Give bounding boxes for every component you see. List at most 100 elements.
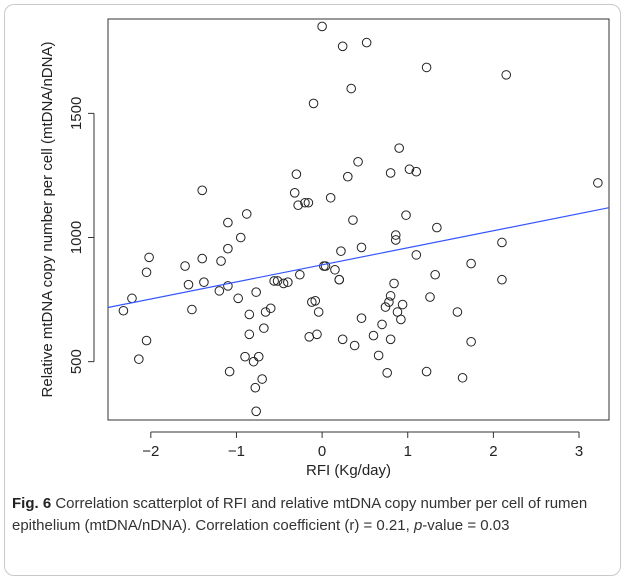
- data-point-14: [216, 256, 226, 266]
- data-point-10: [197, 185, 208, 196]
- data-point-91: [430, 269, 440, 280]
- data-point-15: [223, 217, 233, 228]
- data-point-42: [300, 197, 310, 208]
- data-point-83: [397, 299, 408, 310]
- data-point-12: [199, 277, 209, 287]
- data-point-60: [342, 171, 353, 182]
- data-point-34: [269, 276, 279, 286]
- data-point-24: [244, 309, 255, 320]
- data-point-7: [180, 261, 190, 271]
- data-point-63: [349, 340, 360, 351]
- data-point-69: [373, 350, 384, 361]
- x-tick-label: 3: [575, 443, 583, 460]
- data-point-94: [457, 372, 468, 383]
- data-point-37: [283, 277, 293, 287]
- x-tick-label: 2: [489, 443, 497, 460]
- data-point-65: [356, 242, 367, 253]
- data-point-41: [295, 269, 305, 280]
- data-point-33: [265, 303, 276, 314]
- data-point-54: [330, 264, 340, 275]
- figure-frame: −2 −1 0 1 2 3 500 1000 1500 RFI (Kg/day) Relati…: [4, 4, 621, 576]
- data-point-58: [337, 41, 348, 52]
- data-point-32: [260, 307, 271, 317]
- y-axis-label: Relative mtDNA copy number per cell (mtD…: [39, 42, 56, 398]
- data-point-47: [310, 296, 321, 306]
- data-point-4: [141, 335, 152, 346]
- x-tick-label: 1: [404, 443, 412, 460]
- data-point-75: [385, 334, 396, 345]
- data-point-49: [313, 307, 324, 317]
- data-point-23: [244, 329, 255, 340]
- data-point-19: [233, 293, 243, 304]
- data-point-29: [253, 351, 264, 362]
- data-point-93: [452, 307, 463, 317]
- data-point-68: [368, 330, 379, 341]
- data-point-52: [320, 261, 331, 271]
- data-point-16: [223, 243, 233, 254]
- data-point-50: [317, 21, 327, 32]
- data-point-35: [272, 276, 283, 286]
- data-point-67: [361, 37, 372, 48]
- data-point-25: [248, 356, 259, 367]
- x-axis: −2 −1 0 1 2 3: [142, 431, 583, 460]
- data-point-21: [240, 351, 250, 362]
- data-point-8: [183, 279, 194, 290]
- data-point-72: [382, 368, 392, 378]
- data-point-88: [421, 62, 432, 73]
- data-point-18: [224, 366, 235, 377]
- data-point-98: [497, 274, 507, 285]
- data-point-86: [411, 166, 422, 177]
- data-point-5: [141, 267, 152, 278]
- data-point-89: [421, 366, 432, 377]
- data-point-81: [394, 143, 404, 153]
- data-point-31: [259, 323, 269, 333]
- data-point-82: [396, 314, 406, 325]
- plot-area-border: [107, 18, 610, 421]
- figure-caption: Fig. 6 Correlation scatterplot of RFI an…: [12, 493, 612, 537]
- data-point-87: [411, 250, 422, 260]
- data-point-62: [348, 215, 358, 225]
- data-point-59: [337, 334, 348, 345]
- data-point-13: [214, 286, 225, 296]
- data-point-96: [466, 336, 476, 347]
- caption-p-value: -value = 0.03: [422, 517, 510, 534]
- data-point-99: [501, 70, 512, 80]
- data-point-38: [289, 188, 300, 198]
- x-axis-label: RFI (Kg/day): [306, 462, 391, 479]
- data-point-85: [404, 164, 415, 175]
- data-point-26: [250, 382, 261, 393]
- data-point-70: [377, 319, 387, 330]
- data-point-100: [593, 178, 603, 188]
- data-point-2: [127, 293, 137, 304]
- y-tick-label: 1000: [68, 221, 85, 254]
- data-point-77: [389, 278, 399, 289]
- data-point-30: [257, 374, 267, 384]
- data-point-61: [346, 83, 357, 94]
- caption-text: Correlation scatterplot of RFI and relat…: [12, 495, 588, 534]
- x-tick-label: 0: [318, 443, 326, 460]
- data-point-64: [353, 156, 363, 167]
- data-point-43: [303, 197, 314, 208]
- data-point-1: [118, 305, 129, 316]
- data-point-74: [385, 291, 396, 301]
- scatter-plot: −2 −1 0 1 2 3 500 1000 1500 RFI (Kg/day) Relati…: [39, 18, 610, 479]
- data-point-6: [144, 252, 154, 263]
- data-point-57: [336, 246, 346, 256]
- data-point-9: [187, 304, 197, 315]
- x-tick-label: −2: [142, 443, 159, 460]
- y-tick-label: 1500: [68, 97, 85, 130]
- data-point-76: [385, 168, 396, 178]
- figure-label: Fig. 6: [12, 495, 52, 512]
- data-point-22: [241, 209, 252, 219]
- regression-line: [107, 207, 610, 309]
- data-point-66: [356, 313, 367, 323]
- data-point-36: [278, 278, 289, 289]
- data-point-48: [312, 329, 322, 340]
- data-point-40: [293, 200, 303, 211]
- data-point-27: [251, 287, 261, 297]
- y-tick-label: 500: [68, 349, 85, 374]
- data-point-56: [334, 274, 345, 285]
- data-point-73: [384, 297, 394, 307]
- y-axis: 500 1000 1500: [68, 97, 95, 374]
- data-point-90: [425, 292, 435, 302]
